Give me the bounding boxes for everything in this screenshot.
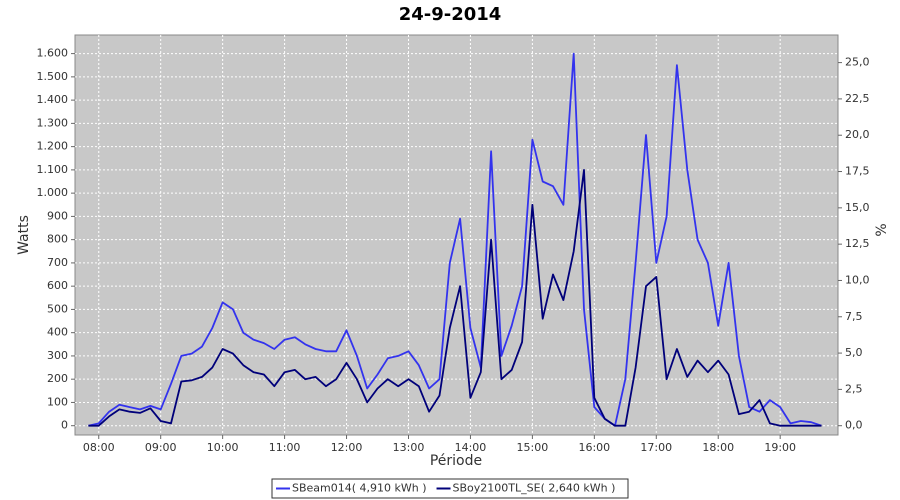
y2-tick-label: 22,5 [845, 92, 870, 105]
chart-title: 24-9-2014 [399, 4, 502, 25]
x-axis-label: Période [430, 453, 482, 469]
y2-tick-label: 12,5 [845, 237, 870, 250]
x-tick-label: 19:00 [764, 441, 796, 454]
y-tick-label: 0 [61, 419, 68, 432]
y2-tick-label: 17,5 [845, 165, 870, 178]
legend-label: SBoy2100TL_SE( 2,640 kWh ) [453, 482, 616, 495]
x-tick-label: 08:00 [83, 441, 115, 454]
x-tick-label: 11:00 [269, 441, 301, 454]
y-tick-label: 700 [47, 256, 68, 269]
y2-tick-label: 7,5 [845, 310, 863, 323]
y-tick-label: 300 [47, 349, 68, 362]
x-tick-label: 14:00 [455, 441, 487, 454]
x-tick-label: 16:00 [578, 441, 610, 454]
y-tick-label: 1.300 [37, 116, 69, 129]
y2-tick-label: 25,0 [845, 56, 870, 69]
y2-tick-label: 10,0 [845, 273, 870, 286]
y-tick-label: 600 [47, 279, 68, 292]
x-tick-label: 12:00 [331, 441, 363, 454]
x-tick-label: 10:00 [207, 441, 239, 454]
y-tick-label: 500 [47, 302, 68, 315]
y-tick-label: 900 [47, 209, 68, 222]
y-tick-label: 1.400 [37, 93, 69, 106]
y-tick-label: 200 [47, 372, 68, 385]
y2-tick-label: 20,0 [845, 128, 870, 141]
legend-label: SBeam014( 4,910 kWh ) [292, 482, 427, 495]
x-tick-label: 09:00 [145, 441, 177, 454]
y-tick-label: 1.200 [37, 140, 69, 153]
y-tick-label: 400 [47, 326, 68, 339]
series-line [88, 52, 822, 427]
x-tick-label: 18:00 [702, 441, 734, 454]
y2-tick-label: 15,0 [845, 201, 870, 214]
x-tick-label: 17:00 [640, 441, 672, 454]
y2-tick-label: 0,0 [845, 419, 863, 432]
y-tick-label: 1.000 [37, 186, 69, 199]
series-line [88, 169, 822, 427]
y2-tick-label: 5,0 [845, 346, 863, 359]
y-tick-label: 800 [47, 233, 68, 246]
y-axis-label: Watts [16, 215, 32, 255]
x-tick-label: 15:00 [517, 441, 549, 454]
y-tick-label: 1.500 [37, 70, 69, 83]
x-tick-label: 13:00 [393, 441, 425, 454]
y2-tick-label: 2,5 [845, 382, 863, 395]
y-tick-label: 1.100 [37, 163, 69, 176]
y2-axis-label: % [874, 223, 890, 236]
y-tick-label: 100 [47, 395, 68, 408]
y-tick-label: 1.600 [37, 47, 69, 60]
